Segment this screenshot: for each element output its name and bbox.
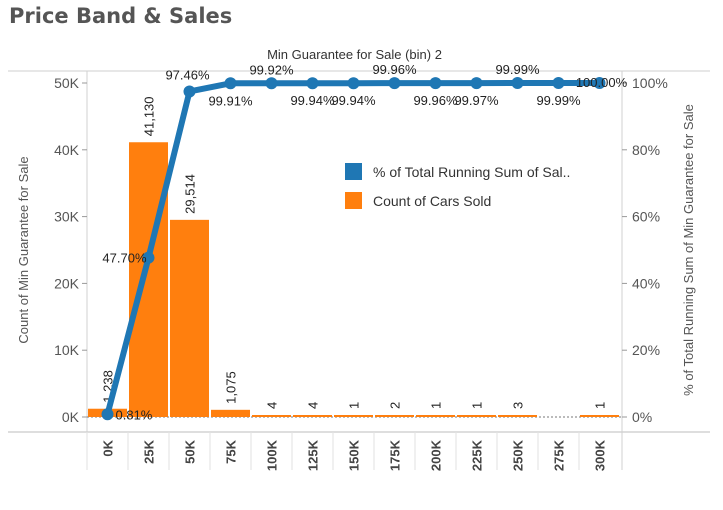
bar-data-label: 4 [265,402,280,409]
page-title: Price Band & Sales [9,4,233,28]
line-point [347,77,360,90]
line-point [429,77,442,90]
line-point [388,77,401,90]
right-axis-title: % of Total Running Sum of Min Guarantee … [681,104,696,396]
line-point [470,77,483,90]
bar [252,415,291,417]
right-tick-label: 40% [632,275,660,291]
bar-data-label: 1 [593,402,608,409]
bar-data-label: 1 [347,402,362,409]
x-tick-label: 275K [552,439,567,471]
line-point [511,77,524,90]
bar [170,219,209,417]
x-tick-label: 0K [101,439,116,456]
line-point [593,77,606,89]
left-tick-label: 50K [54,75,80,91]
x-tick-label: 25K [142,439,157,463]
line-data-label: 0.81% [116,407,153,422]
bar [293,415,332,417]
bar [457,415,496,417]
bar [129,142,168,418]
left-tick-label: 30K [54,209,80,225]
left-tick-label: 0K [62,409,80,425]
line-data-label: 97.46% [165,67,210,82]
bar [580,415,619,417]
x-tick-label: 125K [306,439,321,471]
bar [375,415,414,417]
x-tick-label: 100K [265,439,280,471]
x-tick-label: 75K [224,439,239,463]
bar [211,409,250,417]
x-tick-label: 200K [429,439,444,471]
right-tick-label: 80% [632,142,660,158]
line-point [552,77,565,90]
legend-label: Count of Cars Sold [373,193,491,209]
right-tick-label: 0% [632,409,652,425]
bar [416,415,455,417]
x-tick-label: 50K [183,439,198,463]
line-data-label: 100.00% [576,75,628,90]
chart-title: Min Guarantee for Sale (bin) 2 [267,47,442,62]
legend-swatch [345,163,362,180]
bar-data-label: 3 [511,402,526,409]
bar-data-label: 4 [306,402,321,409]
left-tick-label: 20K [54,275,80,291]
bar [334,415,373,417]
line-data-label: 99.99% [536,93,581,108]
bar-data-label: 1 [470,402,485,409]
legend-swatch [345,192,362,209]
line-data-label: 47.70% [102,251,147,266]
line-point [265,77,278,90]
right-tick-label: 20% [632,342,660,358]
left-tick-label: 10K [54,342,80,358]
x-tick-label: 300K [593,439,608,471]
x-tick-label: 150K [347,439,362,471]
bar-data-label: 1 [429,402,444,409]
x-tick-label: 225K [470,439,485,471]
x-tick-label: 175K [388,439,403,471]
line-data-label: 99.94% [290,93,335,108]
bar-data-label: 1,075 [224,371,239,404]
right-tick-label: 100% [632,75,668,91]
legend-label: % of Total Running Sum of Sal.. [373,164,570,180]
line-data-label: 99.91% [208,93,253,108]
line-point [101,408,114,421]
bar [498,415,537,417]
line-data-label: 99.96% [372,62,417,77]
left-axis-title: Count of Min Guarantee for Sale [16,156,31,343]
bar-data-label: 29,514 [183,174,198,214]
line-data-label: 99.97% [454,93,499,108]
line-data-label: 99.96% [413,93,458,108]
line-data-label: 99.94% [331,93,376,108]
line-point [306,77,319,90]
line-point [142,251,155,264]
line-point [224,77,237,90]
right-tick-label: 60% [632,209,660,225]
line-data-label: 99.92% [249,62,294,77]
bar-data-label: 41,130 [142,96,157,136]
x-tick-label: 250K [511,439,526,471]
left-tick-label: 40K [54,142,80,158]
bar-data-label: 2 [388,402,403,409]
line-point [183,85,196,98]
line-data-label: 99.99% [495,62,540,77]
